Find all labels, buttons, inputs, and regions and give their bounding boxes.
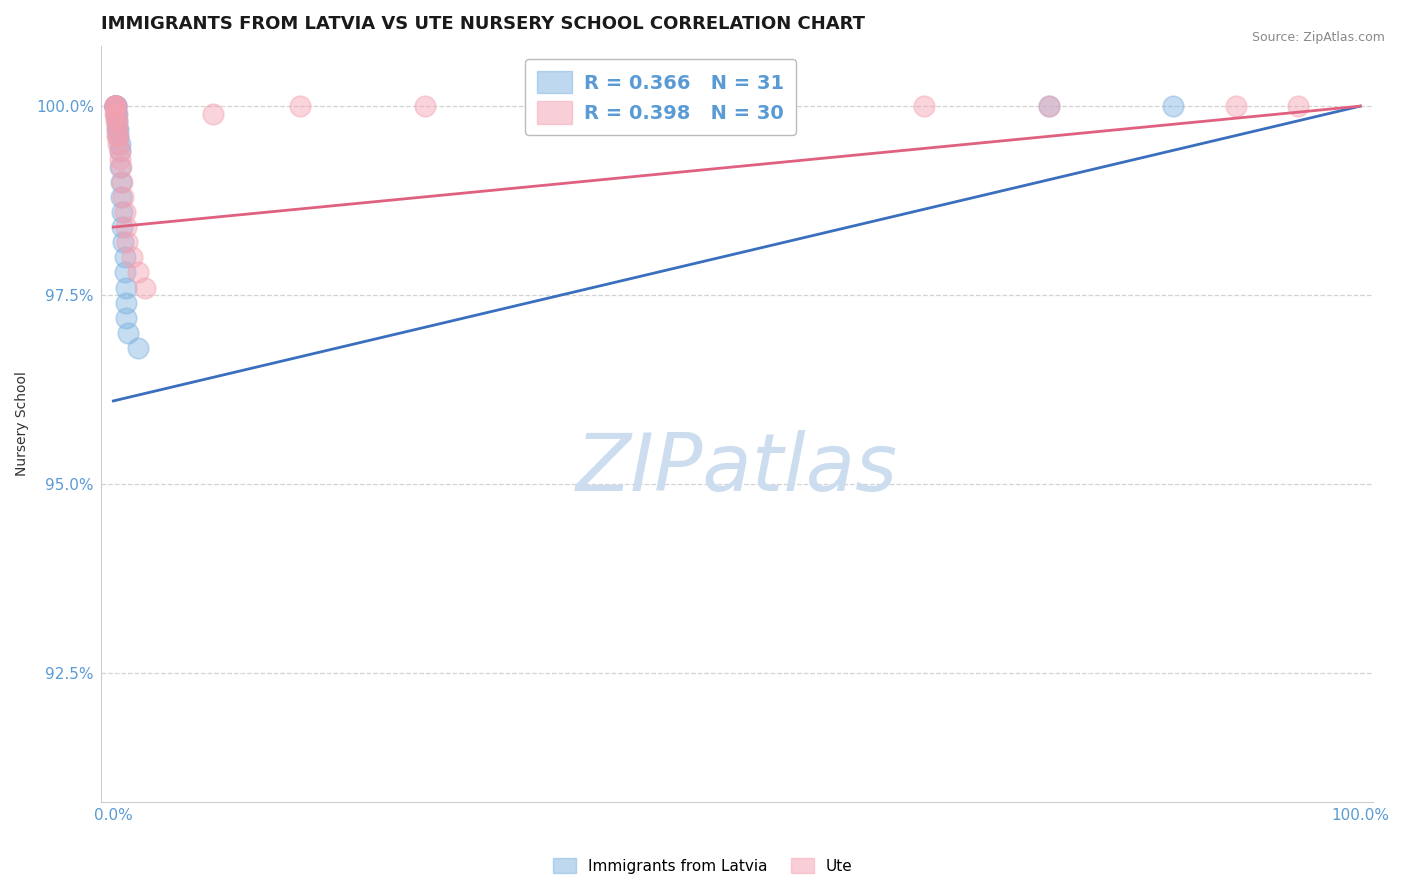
Point — [107, 121, 129, 136]
Point — [104, 99, 127, 113]
Point — [110, 190, 132, 204]
Point — [1286, 99, 1309, 113]
Point — [108, 160, 131, 174]
Point — [134, 280, 156, 294]
Point — [108, 136, 131, 151]
Point — [114, 220, 136, 235]
Point — [105, 121, 128, 136]
Point — [111, 175, 134, 189]
Point — [114, 310, 136, 325]
Point — [127, 341, 149, 355]
Point — [108, 145, 131, 159]
Point — [104, 99, 127, 113]
Point — [912, 99, 935, 113]
Point — [105, 114, 128, 128]
Point — [110, 175, 132, 189]
Legend: R = 0.366   N = 31, R = 0.398   N = 30: R = 0.366 N = 31, R = 0.398 N = 30 — [526, 59, 796, 136]
Point — [112, 235, 135, 250]
Point — [290, 99, 312, 113]
Point — [413, 99, 436, 113]
Point — [114, 280, 136, 294]
Point — [114, 250, 136, 264]
Point — [115, 235, 138, 250]
Point — [121, 250, 143, 264]
Point — [111, 220, 134, 235]
Point — [117, 326, 139, 340]
Point — [108, 145, 131, 159]
Point — [104, 114, 127, 128]
Point — [1161, 99, 1184, 113]
Point — [1038, 99, 1060, 113]
Point — [104, 99, 127, 113]
Text: ZIPatlas: ZIPatlas — [575, 430, 898, 508]
Point — [105, 129, 128, 144]
Text: Source: ZipAtlas.com: Source: ZipAtlas.com — [1251, 31, 1385, 45]
Point — [104, 99, 127, 113]
Point — [104, 99, 127, 113]
Point — [105, 106, 128, 120]
Point — [104, 106, 127, 120]
Point — [104, 99, 127, 113]
Point — [104, 99, 127, 113]
Point — [105, 114, 128, 128]
Point — [104, 99, 127, 113]
Point — [202, 106, 225, 120]
Point — [104, 99, 127, 113]
Point — [127, 265, 149, 279]
Point — [107, 136, 129, 151]
Point — [104, 99, 127, 113]
Point — [107, 129, 129, 144]
Point — [114, 205, 136, 219]
Point — [114, 295, 136, 310]
Point — [110, 160, 132, 174]
Point — [1225, 99, 1247, 113]
Point — [105, 121, 128, 136]
Point — [104, 99, 127, 113]
Point — [104, 106, 127, 120]
Point — [1038, 99, 1060, 113]
Point — [107, 129, 129, 144]
Point — [108, 152, 131, 166]
Legend: Immigrants from Latvia, Ute: Immigrants from Latvia, Ute — [547, 852, 859, 880]
Point — [111, 205, 134, 219]
Point — [112, 190, 135, 204]
Point — [104, 106, 127, 120]
Point — [104, 99, 127, 113]
Point — [114, 265, 136, 279]
Text: IMMIGRANTS FROM LATVIA VS UTE NURSERY SCHOOL CORRELATION CHART: IMMIGRANTS FROM LATVIA VS UTE NURSERY SC… — [101, 15, 865, 33]
Y-axis label: Nursery School: Nursery School — [15, 371, 30, 476]
